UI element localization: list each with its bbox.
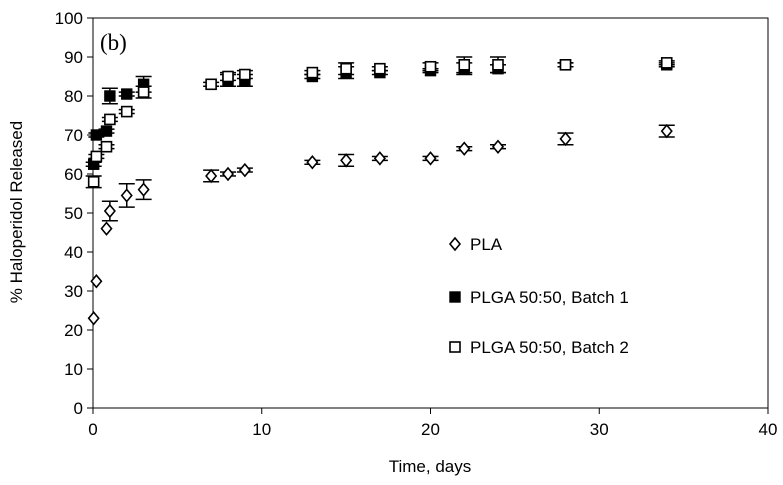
- y-tick-label: 70: [64, 126, 83, 145]
- data-point: [660, 57, 673, 69]
- data-point: [340, 153, 353, 168]
- data-point: [660, 123, 673, 139]
- axes-layer: [92, 17, 769, 409]
- y-tick-label: 0: [74, 399, 83, 418]
- data-point: [87, 176, 100, 188]
- data-point: [374, 62, 386, 75]
- data-point: [90, 150, 103, 163]
- data-point: [120, 105, 133, 118]
- data-point: [458, 141, 471, 156]
- marker-layer: [87, 57, 673, 326]
- legend-item: PLGA 50:50, Batch 2: [449, 338, 629, 357]
- data-point: [424, 60, 437, 73]
- x-tick-label: 0: [88, 420, 97, 439]
- y-tick-label: 40: [64, 243, 83, 262]
- legend-label: PLGA 50:50, Batch 1: [470, 288, 629, 307]
- data-point: [137, 86, 150, 98]
- data-point: [222, 70, 234, 83]
- legend-label: PLA: [470, 235, 503, 254]
- data-point: [492, 58, 504, 71]
- x-tick-label: 30: [590, 420, 609, 439]
- y-tick-label: 50: [64, 204, 83, 223]
- data-point: [100, 221, 113, 236]
- data-point: [559, 131, 572, 147]
- series-2: [87, 57, 673, 188]
- data-point: [100, 125, 113, 137]
- data-point: [373, 151, 386, 166]
- data-point: [104, 90, 116, 102]
- data-point: [221, 166, 235, 182]
- data-point: [491, 139, 505, 154]
- legend-label: PLGA 50:50, Batch 2: [470, 338, 629, 357]
- data-point: [205, 78, 217, 91]
- data-point: [90, 274, 103, 289]
- data-point: [104, 113, 116, 126]
- y-tick-label: 30: [64, 282, 83, 301]
- y-tick-label: 60: [64, 165, 83, 184]
- data-point: [120, 188, 133, 203]
- x-tick-label: 20: [421, 420, 440, 439]
- y-tick-label: 10: [64, 360, 83, 379]
- data-point: [458, 58, 471, 71]
- y-tick-label: 20: [64, 321, 83, 340]
- legend-marker: [449, 291, 461, 303]
- data-point: [100, 140, 113, 153]
- legend-marker: [448, 236, 462, 252]
- errorbar-layer: [85, 56, 675, 222]
- x-tick-label: 40: [759, 420, 778, 439]
- legend-item: PLGA 50:50, Batch 1: [449, 288, 629, 307]
- data-point: [424, 151, 437, 166]
- plot-frame: [92, 17, 769, 409]
- x-axis-label: Time, days: [389, 457, 472, 476]
- data-point: [90, 129, 103, 141]
- y-axis-label: % Haloperidol Released: [7, 121, 26, 303]
- legend-marker: [449, 341, 461, 353]
- data-point: [306, 66, 319, 79]
- x-tick-label: 10: [252, 420, 271, 439]
- series-0: [87, 123, 673, 326]
- data-point: [103, 203, 116, 219]
- legend-item: PLA: [448, 235, 503, 254]
- data-point: [205, 168, 218, 184]
- panel-label: (b): [100, 30, 127, 55]
- y-tick-label: 100: [55, 9, 83, 28]
- data-point: [87, 311, 100, 326]
- data-point: [121, 88, 133, 100]
- y-tick-label: 80: [64, 87, 83, 106]
- ticks-layer: 0 10 20 30 40 50 60 70 80 90 100 0 10 20 30 40: [55, 9, 778, 439]
- data-point: [306, 155, 319, 170]
- data-point: [137, 182, 150, 197]
- y-tick-label: 90: [64, 48, 83, 67]
- data-point: [340, 62, 352, 75]
- data-point: [238, 162, 251, 178]
- data-point: [239, 68, 251, 81]
- legend: PLA PLGA 50:50, Batch 1 PLGA 50:50, Batch …: [448, 235, 629, 357]
- data-point: [559, 58, 572, 71]
